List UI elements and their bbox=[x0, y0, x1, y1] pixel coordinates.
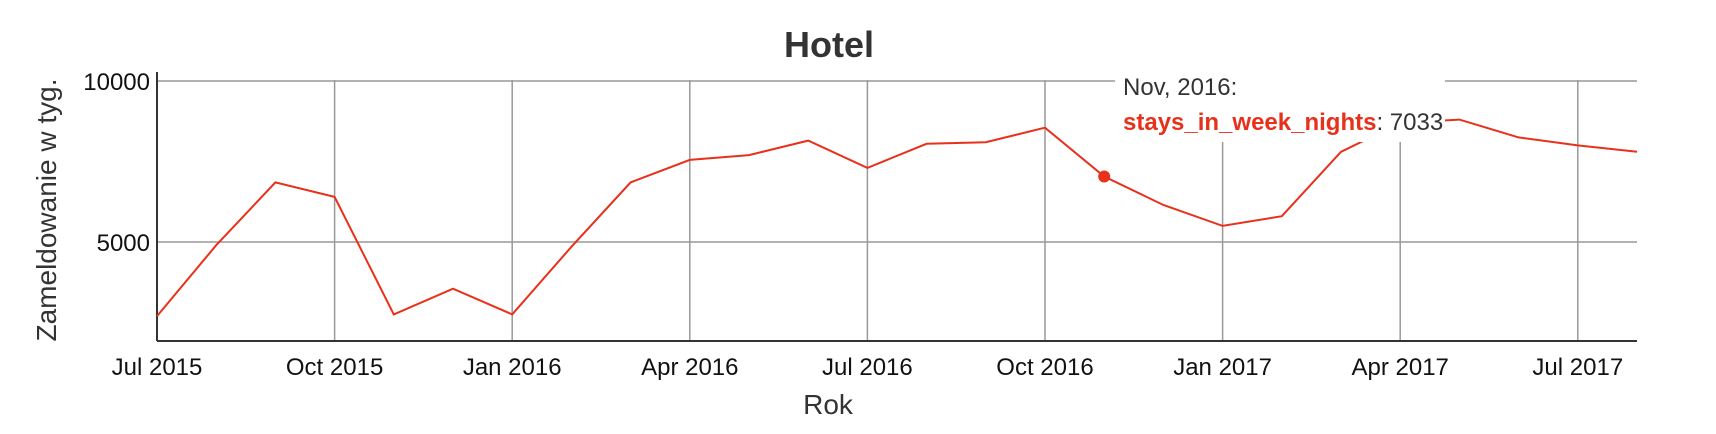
y-axis-label: Zameldowanie w tyg. bbox=[31, 78, 62, 341]
tooltip-value: 7033 bbox=[1390, 109, 1443, 136]
series-layer bbox=[156, 118, 1638, 317]
tooltip-separator: : bbox=[1376, 109, 1389, 136]
x-tick-label: Apr 2017 bbox=[1351, 354, 1448, 381]
x-tick-label: Oct 2016 bbox=[996, 354, 1093, 381]
y-tick-label: 10000 bbox=[83, 69, 150, 96]
x-tick-label: Jul 2016 bbox=[822, 354, 913, 381]
x-tick-label: Jan 2017 bbox=[1173, 354, 1272, 381]
x-tick-label: Oct 2015 bbox=[286, 354, 383, 381]
highlight-point[interactable] bbox=[1098, 170, 1111, 183]
y-tick-labels: 5000 10000 bbox=[83, 69, 150, 257]
x-axis-label: Rok bbox=[803, 389, 854, 420]
chart-title: Hotel bbox=[784, 24, 874, 65]
x-tick-labels: Jul 2015 Oct 2015 Jan 2016 Apr 2016 Jul 2016… bbox=[112, 354, 1624, 381]
tooltip-header: Nov, 2016: bbox=[1123, 74, 1237, 101]
tooltip-background bbox=[1115, 70, 1445, 142]
x-tick-label: Apr 2016 bbox=[641, 354, 738, 381]
x-tick-label: Jul 2017 bbox=[1532, 354, 1623, 381]
tooltip: Nov, 2016: stays_in_week_nights: 7033 bbox=[1115, 70, 1445, 142]
y-tick-label: 5000 bbox=[97, 230, 150, 257]
x-tick-label: Jan 2016 bbox=[463, 354, 562, 381]
tooltip-line: stays_in_week_nights: 7033 bbox=[1123, 109, 1443, 136]
x-tick-label: Jul 2015 bbox=[112, 354, 203, 381]
tooltip-series: stays_in_week_nights bbox=[1123, 109, 1376, 136]
series-line-stays-in-week-nights bbox=[156, 118, 1638, 317]
axes bbox=[156, 72, 1637, 342]
